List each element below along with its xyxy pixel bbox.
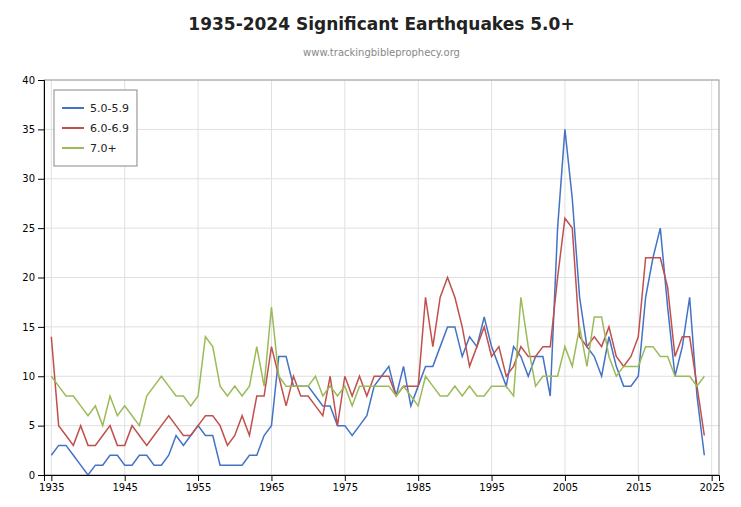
x-tick: 2015 [626,475,651,493]
y-tick: 25 [22,223,44,234]
y-grid-line [44,178,719,179]
grid [44,80,719,475]
legend-item: 6.0-6.9 [62,122,129,135]
x-axis: 1935 1945 1955 1965 1975 1985 1995 2005 2015 2025 [39,475,725,493]
y-grid-line [44,326,719,327]
legend-item: 5.0-5.9 [62,102,129,115]
legend-label: 5.0-5.9 [90,102,129,115]
plot-area [51,129,704,475]
x-tick-label: 2025 [699,482,724,493]
legend-swatch [62,127,84,129]
x-tick-mark [345,475,346,481]
legend-swatch [62,107,84,109]
legend: 5.0-5.9 6.0-6.9 7.0+ [54,90,137,166]
y-tick-label: 0 [29,470,35,481]
y-tick-mark [38,475,44,476]
y-tick: 20 [22,272,44,283]
y-axis: 0 5 10 15 20 25 30 35 40 [22,75,44,481]
series-line [51,218,704,445]
y-tick: 10 [22,371,44,382]
y-tick-mark [38,278,44,279]
y-tick-label: 35 [22,124,35,135]
x-tick-mark [638,475,639,481]
y-tick: 30 [22,173,44,184]
x-tick-label: 1965 [259,482,284,493]
y-tick: 5 [29,420,44,431]
x-tick: 1985 [406,475,431,493]
series-line [51,129,704,475]
x-tick-mark [198,475,199,481]
y-tick-label: 10 [22,371,35,382]
y-tick: 15 [22,322,44,333]
x-tick-label: 1975 [333,482,358,493]
legend-swatch [62,147,84,149]
y-tick-label: 20 [22,272,35,283]
x-tick: 2025 [699,475,724,493]
x-tick-mark [271,475,272,481]
x-tick-label: 1955 [186,482,211,493]
x-tick: 1995 [479,475,504,493]
y-tick-label: 5 [29,420,35,431]
x-tick: 1965 [259,475,284,493]
y-tick: 0 [29,470,44,481]
title: 1935-2024 Significant Earthquakes 5.0+ [188,14,574,34]
x-tick-mark [125,475,126,481]
x-tick-mark [712,475,713,481]
x-tick-label: 1935 [39,482,64,493]
series-line [51,297,704,425]
y-grid-line [44,425,719,426]
y-axis-line [38,81,45,476]
plot-frame [44,80,719,475]
x-tick: 1935 [39,475,64,493]
y-tick-mark [38,129,44,130]
y-tick-mark [38,179,44,180]
y-grid-line [44,129,719,130]
x-axis-line [45,476,720,482]
legend-label: 6.0-6.9 [90,122,129,135]
y-tick-mark [38,426,44,427]
y-tick-label: 15 [22,322,35,333]
x-tick-mark [565,475,566,481]
x-tick-mark [492,475,493,481]
subtitle: www.trackingbibleprophecy.org [303,47,460,58]
y-tick-mark [38,376,44,377]
x-tick: 1975 [333,475,358,493]
x-tick-label: 2005 [553,482,578,493]
x-tick-label: 1985 [406,482,431,493]
x-tick-label: 2015 [626,482,651,493]
x-tick: 1955 [186,475,211,493]
y-grid-line [44,277,719,278]
y-tick-mark [38,327,44,328]
y-tick-mark [38,80,44,81]
x-tick-label: 1945 [112,482,137,493]
x-tick: 2005 [553,475,578,493]
y-tick-mark [38,228,44,229]
x-tick: 1945 [112,475,137,493]
legend-item: 7.0+ [62,142,117,155]
x-tick-mark [418,475,419,481]
x-tick-label: 1995 [479,482,504,493]
legend-label: 7.0+ [90,142,117,155]
y-tick: 40 [22,75,44,86]
legend-box [54,90,137,166]
x-tick-mark [51,475,52,481]
chart: 1935194519551965197519851995200520152025… [0,0,741,507]
y-tick-label: 25 [22,223,35,234]
y-tick-label: 40 [22,75,35,86]
y-tick: 35 [22,124,44,135]
y-tick-label: 30 [22,173,35,184]
y-grid-line [44,228,719,229]
